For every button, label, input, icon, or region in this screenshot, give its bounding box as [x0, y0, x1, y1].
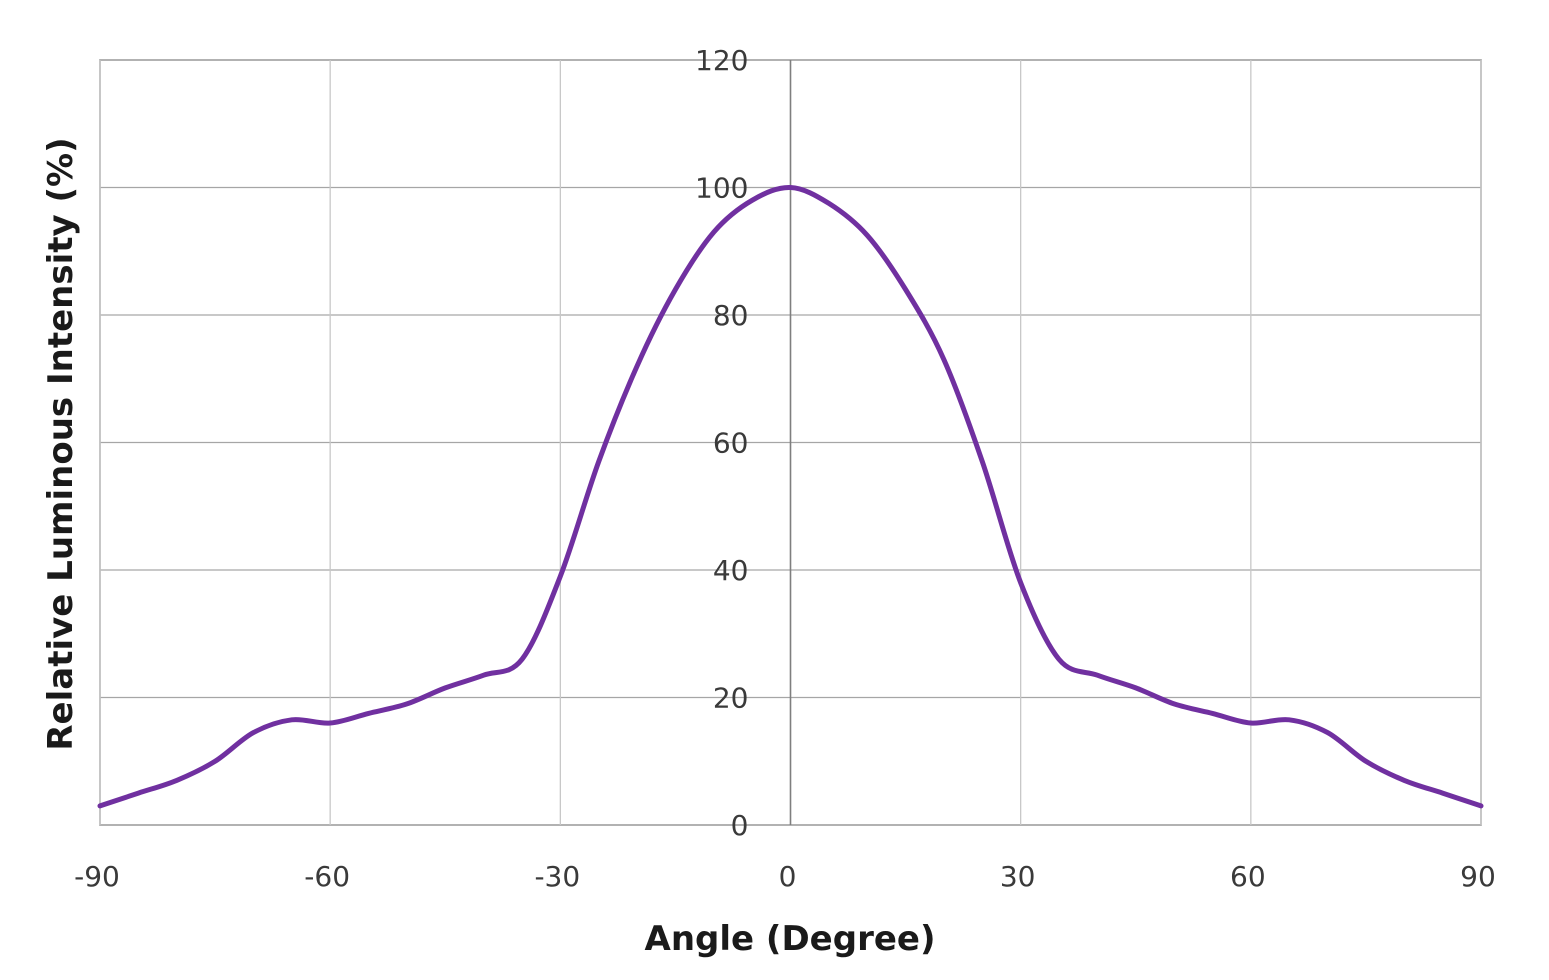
y-tick-label: 20 [713, 682, 749, 715]
y-axis-title: Relative Luminous Intensity (%) [41, 137, 81, 750]
grid-lines [99, 59, 1482, 826]
y-tick-label: 80 [713, 299, 749, 332]
x-tick-label: 30 [1000, 860, 1036, 893]
x-tick-labels: -90 -60 -30 0 30 60 90 [74, 860, 1496, 893]
x-tick-label: -90 [74, 860, 120, 893]
x-tick-label: 60 [1230, 860, 1266, 893]
y-tick-label: 40 [713, 554, 749, 587]
y-tick-labels: 0 20 40 60 80 100 120 [695, 44, 748, 842]
y-tick-label: 60 [713, 427, 749, 460]
x-axis-title: Angle (Degree) [645, 919, 936, 959]
y-tick-label: 0 [731, 809, 749, 842]
series-line [97, 184, 1484, 809]
data-layer [97, 184, 1484, 809]
y-tick-label: 120 [695, 44, 748, 77]
y-tick-label: 100 [695, 172, 748, 205]
x-tick-label: -60 [304, 860, 350, 893]
x-tick-label: -30 [534, 860, 580, 893]
x-tick-label: 0 [779, 860, 797, 893]
x-tick-label: 90 [1460, 860, 1496, 893]
